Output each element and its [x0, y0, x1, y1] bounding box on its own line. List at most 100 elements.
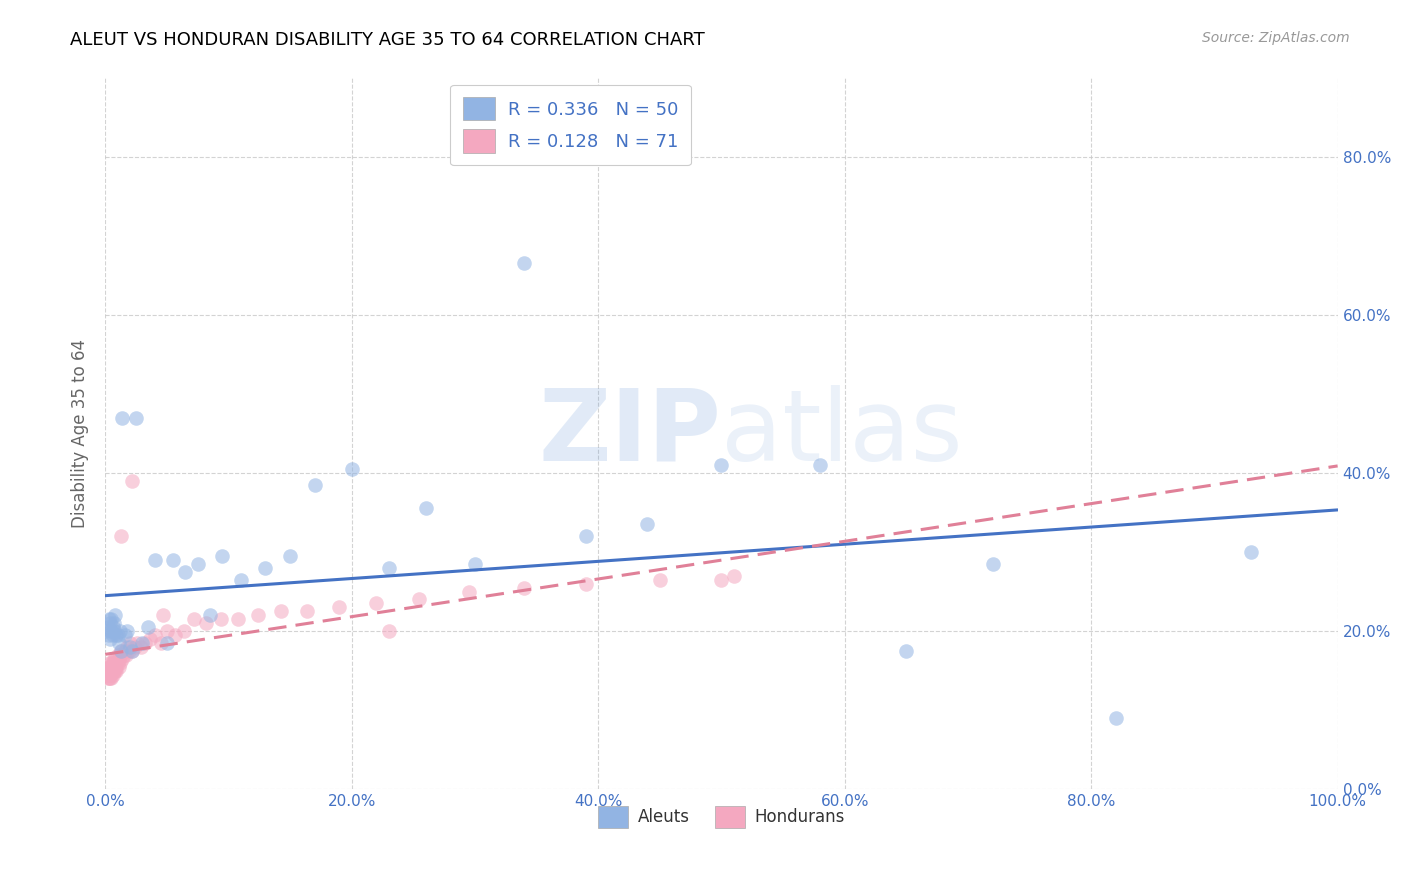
Point	[129, 640, 152, 654]
Point	[111, 410, 134, 425]
Point	[173, 624, 195, 638]
Point	[115, 648, 138, 662]
Point	[97, 667, 120, 681]
Point	[209, 612, 232, 626]
Point	[101, 628, 124, 642]
Point	[1105, 711, 1128, 725]
Point	[710, 458, 733, 472]
Point	[118, 636, 141, 650]
Point	[710, 573, 733, 587]
Legend: Aleuts, Hondurans: Aleuts, Hondurans	[591, 799, 852, 834]
Point	[328, 600, 350, 615]
Point	[112, 648, 135, 662]
Point	[464, 557, 486, 571]
Point	[101, 620, 124, 634]
Point	[98, 672, 121, 686]
Point	[110, 529, 132, 543]
Point	[105, 628, 128, 642]
Point	[637, 517, 659, 532]
Point	[138, 632, 160, 646]
Point	[297, 604, 319, 618]
Point	[121, 474, 143, 488]
Point	[211, 549, 233, 563]
Point	[101, 656, 124, 670]
Text: ALEUT VS HONDURAN DISABILITY AGE 35 TO 64 CORRELATION CHART: ALEUT VS HONDURAN DISABILITY AGE 35 TO 6…	[70, 31, 704, 49]
Point	[100, 659, 122, 673]
Point	[162, 553, 184, 567]
Point	[174, 565, 197, 579]
Point	[124, 640, 146, 654]
Point	[97, 659, 120, 673]
Point	[121, 644, 143, 658]
Point	[138, 620, 160, 634]
Point	[254, 561, 277, 575]
Point	[100, 672, 122, 686]
Point	[97, 672, 120, 686]
Point	[575, 576, 598, 591]
Point	[97, 628, 120, 642]
Point	[981, 557, 1004, 571]
Point	[110, 644, 132, 658]
Point	[117, 640, 139, 654]
Point	[340, 462, 363, 476]
Point	[377, 561, 399, 575]
Text: ZIP: ZIP	[538, 384, 721, 482]
Point	[100, 656, 122, 670]
Point	[143, 628, 166, 642]
Point	[97, 612, 120, 626]
Point	[103, 664, 125, 678]
Point	[97, 672, 120, 686]
Point	[149, 636, 172, 650]
Point	[195, 616, 218, 631]
Point	[156, 636, 179, 650]
Point	[100, 612, 122, 626]
Point	[104, 608, 127, 623]
Point	[107, 651, 129, 665]
Point	[152, 608, 174, 623]
Point	[103, 624, 125, 638]
Point	[366, 596, 388, 610]
Point	[110, 644, 132, 658]
Point	[103, 659, 125, 673]
Point	[183, 612, 205, 626]
Text: atlas: atlas	[721, 384, 963, 482]
Point	[117, 644, 139, 658]
Point	[114, 628, 136, 642]
Point	[247, 608, 270, 623]
Point	[97, 656, 120, 670]
Point	[103, 616, 125, 631]
Point	[457, 584, 479, 599]
Point	[513, 256, 536, 270]
Point	[125, 410, 148, 425]
Point	[575, 529, 598, 543]
Point	[104, 659, 127, 673]
Point	[270, 604, 292, 618]
Point	[101, 667, 124, 681]
Point	[377, 624, 399, 638]
Point	[117, 624, 139, 638]
Point	[648, 573, 671, 587]
Point	[101, 664, 124, 678]
Point	[108, 648, 131, 662]
Point	[143, 553, 166, 567]
Point	[98, 667, 121, 681]
Y-axis label: Disability Age 35 to 64: Disability Age 35 to 64	[72, 339, 89, 528]
Point	[107, 628, 129, 642]
Point	[131, 636, 153, 650]
Point	[111, 651, 134, 665]
Point	[100, 624, 122, 638]
Point	[107, 656, 129, 670]
Point	[105, 659, 128, 673]
Point	[100, 664, 122, 678]
Point	[118, 640, 141, 654]
Point	[723, 568, 745, 582]
Point	[98, 616, 121, 631]
Point	[513, 581, 536, 595]
Point	[156, 624, 179, 638]
Point	[96, 664, 118, 678]
Point	[107, 648, 129, 662]
Point	[121, 644, 143, 658]
Point	[229, 573, 252, 587]
Point	[165, 628, 187, 642]
Point	[896, 644, 918, 658]
